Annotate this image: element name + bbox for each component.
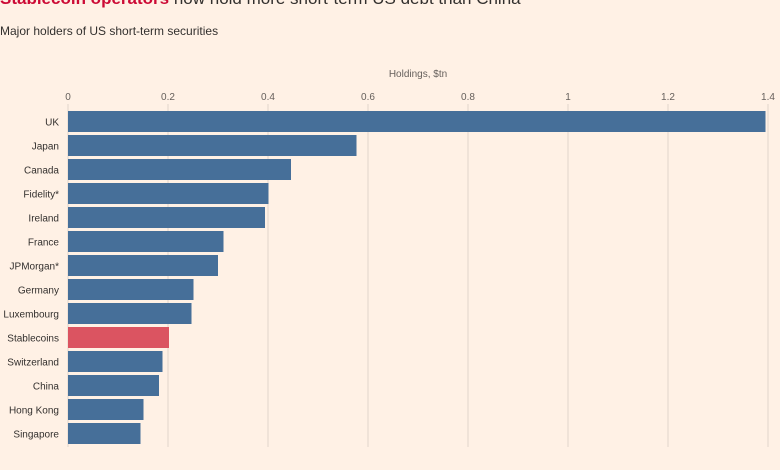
x-tick-label: 0.8 <box>461 92 475 103</box>
category-label: Singapore <box>13 430 59 441</box>
x-tick-label: 0 <box>65 92 71 103</box>
category-label: Japan <box>32 142 59 153</box>
bar-jpmorgan <box>68 255 218 276</box>
category-label: Switzerland <box>7 358 59 369</box>
chart-subtitle: Major holders of US short-term securitie… <box>0 24 219 38</box>
axis-title: Holdings, $tn <box>389 69 447 80</box>
chart-title: Stablecoin operators now hold more short… <box>0 0 521 9</box>
category-label: Stablecoins <box>7 334 59 345</box>
bar-france <box>68 231 224 252</box>
bar-fidelity <box>68 183 269 204</box>
category-label: Canada <box>24 166 59 177</box>
bar-stablecoins <box>68 327 169 348</box>
x-tick-label: 0.6 <box>361 92 375 103</box>
x-tick-label: 1 <box>565 92 571 103</box>
bar-china <box>68 375 159 396</box>
x-tick-label: 0.4 <box>261 92 275 103</box>
category-label: Luxembourg <box>3 310 59 321</box>
x-tick-label: 1.2 <box>661 92 675 103</box>
category-label: Germany <box>18 286 59 297</box>
bar-luxembourg <box>68 303 192 324</box>
bar-switzerland <box>68 351 163 372</box>
bar-hong-kong <box>68 399 144 420</box>
bar-uk <box>68 111 766 132</box>
labels: 0 0.2 0.4 0.6 0.8 1 1.2 1.4 UK Japan Canada Fidelit… <box>3 92 775 441</box>
category-label: France <box>28 238 60 249</box>
bar-germany <box>68 279 194 300</box>
bar-singapore <box>68 423 141 444</box>
category-label: Hong Kong <box>9 406 59 417</box>
category-label: Fidelity* <box>23 190 59 201</box>
title-highlight: Stablecoin operators <box>0 0 169 8</box>
category-label: JPMorgan* <box>10 262 60 273</box>
bars <box>68 111 766 444</box>
bar-japan <box>68 135 357 156</box>
title-rest: now hold more short-term US debt than Ch… <box>169 0 521 8</box>
category-label: Ireland <box>28 214 59 225</box>
bar-ireland <box>68 207 265 228</box>
category-label: UK <box>45 118 59 129</box>
x-tick-label: 0.2 <box>161 92 175 103</box>
category-label: China <box>33 382 60 393</box>
bar-canada <box>68 159 291 180</box>
x-tick-label: 1.4 <box>761 92 775 103</box>
